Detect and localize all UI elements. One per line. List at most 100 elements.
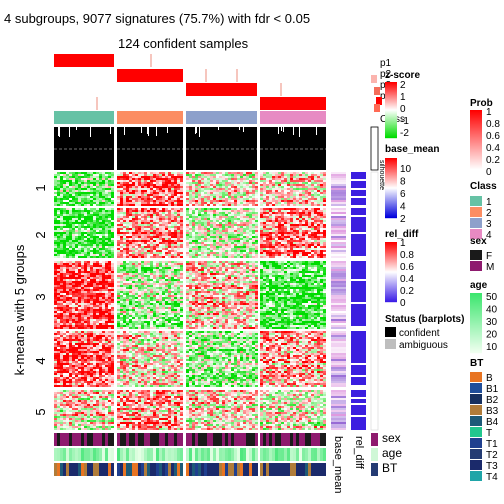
base-mean-cell (331, 398, 346, 400)
prob-track-label: p1 (380, 58, 392, 69)
bottom-annotation-label: BT (382, 461, 398, 475)
bt-cell (287, 463, 290, 476)
side-prob-bar (371, 75, 377, 83)
bt-cell (293, 463, 296, 476)
legend-bt-label: T2 (486, 450, 498, 461)
age-cell (99, 448, 102, 461)
legend-zscore-tick: 0 (400, 104, 406, 115)
prob-track-cell (54, 54, 114, 67)
class-bar-cell (260, 111, 326, 124)
rel-diff-block (351, 331, 366, 387)
bt-cell (189, 463, 192, 476)
base-mean-cell (331, 184, 346, 186)
base-mean-cell (331, 422, 346, 424)
legend-class-swatch (470, 229, 482, 239)
rel-diff-gap (351, 188, 366, 190)
sex-cell (75, 433, 78, 446)
rel-diff-gap (351, 196, 366, 198)
legend-sex-label: F (486, 251, 492, 262)
sex-cell (156, 433, 159, 446)
age-cell (219, 448, 222, 461)
silhouette-gap (59, 127, 60, 137)
age-cell (117, 448, 120, 461)
silhouette-gap (167, 127, 168, 133)
legend-bt-swatch (470, 427, 482, 437)
age-cell (174, 448, 177, 461)
legend-rel-diff-tick: 0 (400, 298, 406, 309)
bt-cell (234, 463, 237, 476)
bt-cell (275, 463, 278, 476)
bt-cell (263, 463, 266, 476)
bottom-annotation-swatch (371, 463, 378, 476)
legend-zscore-tick: -2 (400, 128, 409, 139)
base-mean-cell (331, 238, 346, 240)
age-cell (111, 448, 114, 461)
y-axis-label: k-means with 5 groups (12, 244, 27, 375)
bt-cell (132, 463, 135, 476)
sex-cell (66, 433, 69, 446)
age-cell (108, 448, 111, 461)
bt-cell (102, 463, 105, 476)
legend-bt-swatch (470, 460, 482, 470)
base-mean-cell (331, 341, 346, 343)
bottom-annotation-label: sex (382, 431, 401, 445)
base-mean-cell (331, 190, 346, 192)
base-mean-cell (331, 293, 346, 295)
row-group-label: 3 (33, 293, 48, 300)
base-mean-cell (331, 204, 346, 206)
heatmap-slice (260, 172, 326, 206)
base-mean-cell (331, 198, 346, 200)
sex-cell (249, 433, 252, 446)
legend-status-swatch (385, 327, 396, 337)
legend-class-swatch (470, 196, 482, 206)
age-cell (102, 448, 105, 461)
base-mean-cell (331, 232, 346, 234)
legend-base-mean-tick: 2 (400, 214, 406, 225)
legend-age-title: age (470, 280, 488, 291)
base-mean-cell (331, 188, 346, 190)
rel-diff-gap (351, 385, 366, 387)
figure-subtitle: 124 confident samples (118, 36, 249, 51)
heatmap-slice (260, 331, 326, 387)
sex-cell (317, 433, 320, 446)
sex-cell (171, 433, 174, 446)
bt-cell (243, 463, 246, 476)
sex-cell (225, 433, 228, 446)
base-mean-cell (331, 277, 346, 279)
bt-cell (168, 463, 171, 476)
age-cell (278, 448, 281, 461)
age-cell (75, 448, 78, 461)
base-mean-cell (331, 216, 346, 218)
age-cell (189, 448, 192, 461)
legend-prob-bar (470, 110, 482, 171)
prob-track-cell (186, 83, 257, 96)
bt-cell (219, 463, 222, 476)
base-mean-cell (331, 285, 346, 287)
sex-cell (93, 433, 96, 446)
base-mean-cell (331, 194, 346, 196)
age-cell (320, 448, 323, 461)
age-cell (138, 448, 141, 461)
base-mean-cell (331, 315, 346, 317)
bottom-annotation-label: age (382, 446, 402, 460)
silhouette-gap (156, 127, 157, 136)
silhouette-track-label: silhouette (378, 160, 385, 190)
legend-status-title: Status (barplots) (385, 314, 464, 325)
age-cell (222, 448, 225, 461)
base-mean-cell (331, 309, 346, 311)
base-mean-cell (331, 254, 346, 256)
age-cell (180, 448, 183, 461)
age-cell (260, 448, 263, 461)
base-mean-cell (331, 263, 346, 265)
age-cell (243, 448, 246, 461)
silhouette-gap (281, 127, 282, 131)
sex-cell (246, 433, 249, 446)
bt-cell (198, 463, 201, 476)
bt-cell (317, 463, 320, 476)
legend-rel-diff-tick: 0.4 (400, 274, 414, 285)
sex-cell (78, 433, 81, 446)
bt-cell (266, 463, 269, 476)
base-mean-cell (331, 416, 346, 418)
bt-cell (69, 463, 72, 476)
age-cell (210, 448, 213, 461)
